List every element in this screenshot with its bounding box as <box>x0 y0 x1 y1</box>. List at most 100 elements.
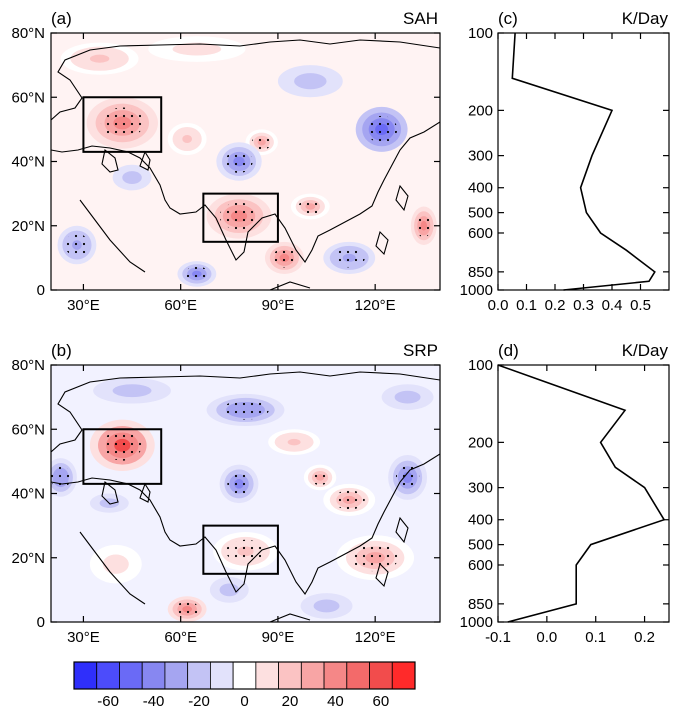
panel-b: 30°E 60°E 90°E 120°E 0 20°N 40°N 60°N 80°N (b) S… <box>11 341 441 646</box>
x-tick-label: 0.4 <box>602 297 623 314</box>
y-tick-label: 60°N <box>11 421 45 438</box>
anomaly-blob <box>122 387 142 394</box>
significance-stipple <box>219 202 259 230</box>
anomaly-blob <box>89 54 110 63</box>
profile-line <box>497 364 666 623</box>
x-tick-label: 0.3 <box>573 297 594 314</box>
colorbar-label: 40 <box>327 693 344 709</box>
x-tick-label: 0.2 <box>634 629 655 646</box>
panel-b-title: SRP <box>403 341 438 360</box>
y-tick-label: 1000 <box>460 282 493 299</box>
y-tick-label: 80°N <box>11 357 45 374</box>
x-tick-label: 0.0 <box>488 297 509 314</box>
y-tick-label: 400 <box>468 180 493 197</box>
significance-stipple <box>100 107 144 139</box>
significance-stipple <box>310 469 330 486</box>
panel-a-coastlines <box>51 39 440 290</box>
colorbar-swatch <box>300 661 325 690</box>
x-tick-label: 0.2 <box>545 297 566 314</box>
x-tick-label: 90°E <box>262 297 295 314</box>
y-tick-label: 1000 <box>460 614 493 631</box>
significance-stipple <box>102 429 142 461</box>
y-tick-label: 0 <box>37 282 45 299</box>
panel-d-unit: K/Day <box>622 341 669 360</box>
y-tick-label: 0 <box>37 614 45 631</box>
panel-b-coastlines <box>51 371 440 622</box>
anomaly-blob <box>287 438 301 446</box>
significance-stipple <box>366 115 398 143</box>
significance-stipple <box>222 400 269 420</box>
panel-a-field <box>57 36 437 287</box>
colorbar-swatch <box>391 661 416 690</box>
x-tick-label: 90°E <box>262 629 295 646</box>
colorbar-label: -20 <box>188 693 210 709</box>
significance-stipple <box>51 465 71 490</box>
profile-line <box>511 32 656 291</box>
panel-b-boxes <box>82 428 279 575</box>
significance-stipple <box>333 490 365 510</box>
colorbar-swatch <box>232 661 257 690</box>
y-tick-label: 500 <box>468 537 493 554</box>
y-tick-label: 20°N <box>11 218 45 235</box>
y-tick-label: 400 <box>468 512 493 529</box>
panel-a: 30°E 60°E 90°E 120°E 0 20°N 40°N 60°N 80°N (a) S… <box>11 9 441 314</box>
significance-stipple <box>351 544 399 572</box>
x-tick-label: 0.0 <box>536 629 557 646</box>
y-tick-label: 300 <box>468 148 493 165</box>
y-tick-label: 200 <box>468 102 493 119</box>
colorbar-label: 20 <box>282 693 299 709</box>
y-tick-label: 20°N <box>11 550 45 567</box>
y-tick-label: 40°N <box>11 486 45 503</box>
colorbar-swatch <box>73 661 98 690</box>
y-tick-label: 850 <box>468 264 493 281</box>
x-tick-label: 60°E <box>164 629 197 646</box>
x-tick-label: 120°E <box>355 629 396 646</box>
panel-a-label: (a) <box>51 9 72 28</box>
significance-stipple <box>225 149 253 174</box>
significance-stipple <box>251 134 272 150</box>
significance-stipple <box>298 198 323 215</box>
significance-stipple <box>226 539 265 563</box>
y-tick-label: 500 <box>468 205 493 222</box>
panel-a-axes: 30°E 60°E 90°E 120°E 0 20°N 40°N 60°N 80°N <box>11 25 440 314</box>
anomaly-blob <box>184 45 210 53</box>
y-tick-label: 100 <box>468 357 493 374</box>
y-tick-label: 300 <box>468 480 493 497</box>
region-box <box>202 524 279 575</box>
x-tick-label: 0.1 <box>516 297 537 314</box>
region-box <box>202 192 279 243</box>
panel-a-title: SAH <box>403 9 438 28</box>
colorbar-label: 0 <box>240 693 248 709</box>
panel-c-unit: K/Day <box>622 9 669 28</box>
colorbar-label: -40 <box>143 693 165 709</box>
anomaly-blob <box>109 559 123 569</box>
colorbar-swatch <box>255 661 280 690</box>
panel-b-label: (b) <box>51 341 72 360</box>
x-tick-label: -0.1 <box>485 629 511 646</box>
region-box <box>82 428 163 485</box>
colorbar-label: 60 <box>373 693 390 709</box>
x-tick-label: 30°E <box>67 297 100 314</box>
anomaly-blob <box>320 602 334 610</box>
colorbar-swatch <box>323 661 348 690</box>
colorbar-swatch <box>346 661 370 690</box>
y-tick-label: 40°N <box>11 154 45 171</box>
colorbar-swatch <box>141 661 166 690</box>
significance-stipple <box>272 248 297 268</box>
panel-c: 0.0 0.1 0.2 0.3 0.4 0.5 100 200 300 400 500 600 8501… <box>460 9 670 314</box>
colorbar-swatch <box>278 661 302 690</box>
x-tick-label: 60°E <box>164 297 197 314</box>
colorbar-swatch <box>187 661 211 690</box>
panel-a-boxes <box>82 96 279 243</box>
colorbar-swatch <box>119 661 143 690</box>
y-tick-label: 850 <box>468 596 493 613</box>
y-tick-label: 80°N <box>11 25 45 42</box>
x-tick-label: 0.5 <box>630 297 651 314</box>
significance-stipple <box>227 472 251 496</box>
colorbar-label: -60 <box>97 693 119 709</box>
x-tick-label: 30°E <box>67 629 100 646</box>
significance-stipple <box>416 214 432 238</box>
